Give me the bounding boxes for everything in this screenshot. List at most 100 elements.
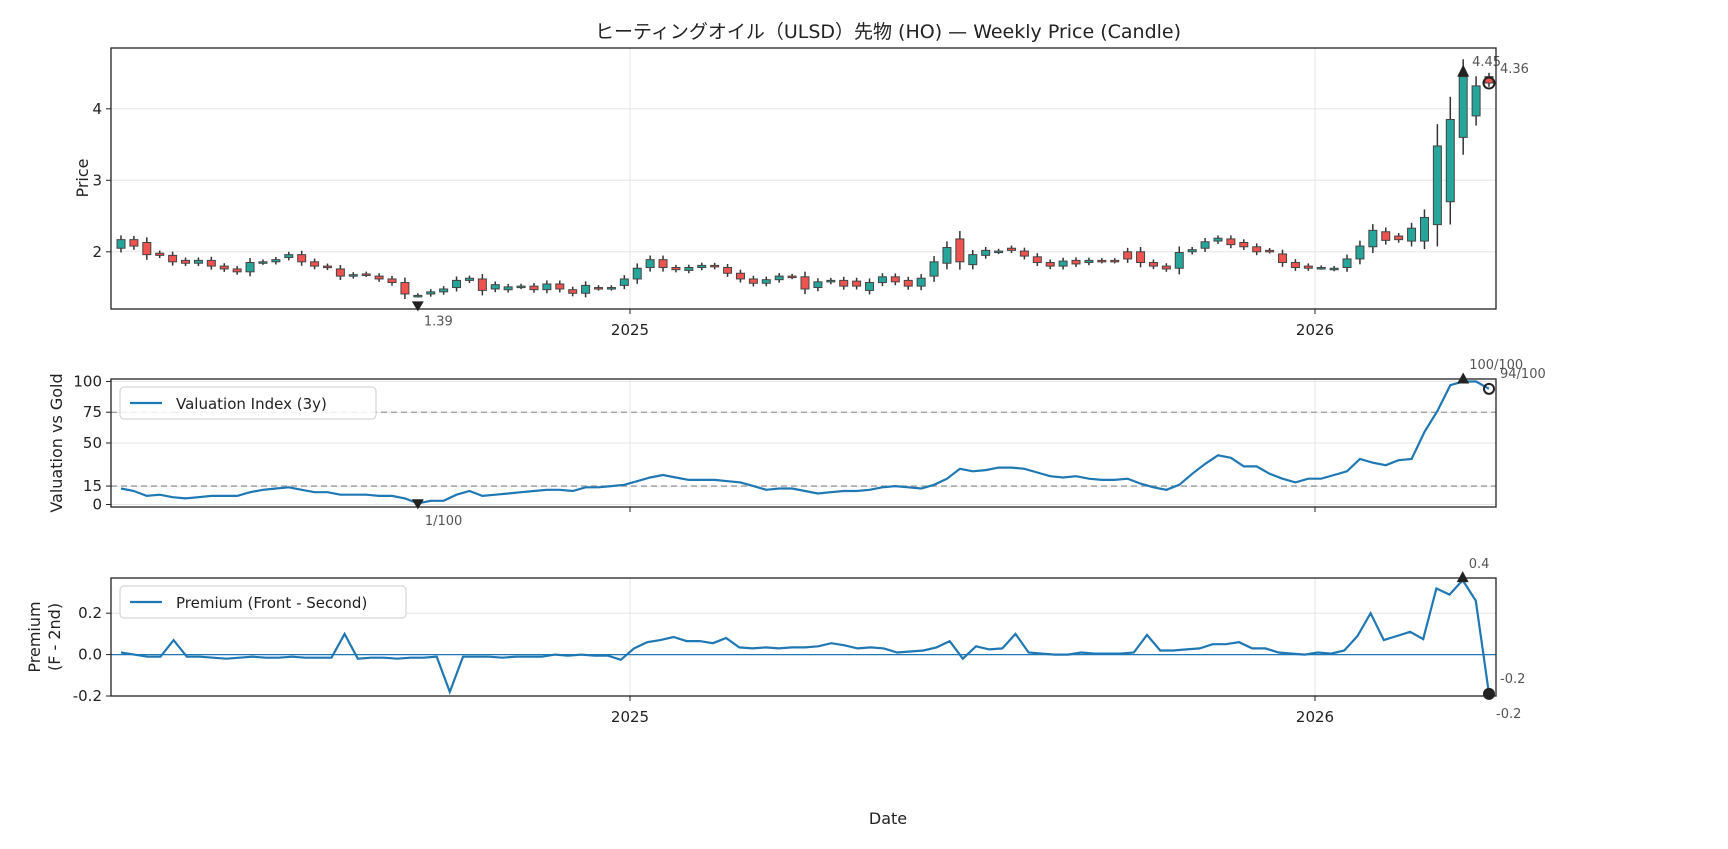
- candle-body: [568, 289, 578, 294]
- plot-frame: [110, 577, 1497, 697]
- candle-body: [206, 259, 216, 267]
- candle-body: [723, 267, 733, 274]
- y-tick-label: 2: [92, 243, 102, 261]
- candle-body: [542, 283, 552, 291]
- candle-body: [1110, 259, 1120, 263]
- candle-body: [232, 268, 242, 273]
- candle-body: [852, 280, 862, 287]
- candle-body: [310, 261, 320, 267]
- candle-body: [684, 267, 694, 271]
- candle-body: [1071, 259, 1081, 265]
- candle-body: [129, 239, 139, 247]
- max-label: 100/100: [1469, 358, 1523, 373]
- candle-body: [529, 285, 539, 291]
- candle-body: [942, 247, 952, 264]
- x-tick-label: 2026: [1296, 321, 1334, 339]
- legend: Premium (Front - Second): [119, 585, 407, 619]
- candle-body: [1045, 262, 1055, 267]
- candle-body: [322, 265, 332, 269]
- candle-body: [1303, 265, 1313, 269]
- last-label: -0.2: [1500, 672, 1525, 687]
- candle-body: [1226, 238, 1236, 246]
- y-tick-label: 100: [73, 372, 102, 390]
- candle-body: [671, 267, 681, 271]
- y-tick-label: 0: [92, 496, 102, 514]
- candle-body: [1368, 229, 1378, 248]
- candle-body: [1290, 262, 1300, 269]
- candle-body: [1006, 247, 1016, 251]
- candle-body: [813, 281, 823, 289]
- candle-body: [710, 264, 720, 268]
- candle-body: [1252, 246, 1262, 253]
- candle-body: [1445, 119, 1455, 203]
- candle-body: [1394, 235, 1404, 241]
- candle-body: [929, 261, 939, 277]
- candle-body: [800, 276, 810, 290]
- candle-body: [1407, 227, 1417, 242]
- candle-body: [1148, 262, 1158, 267]
- candle-body: [839, 279, 849, 287]
- max-marker-icon: [1457, 372, 1470, 384]
- candle-body: [658, 259, 668, 269]
- candle-body: [774, 275, 784, 281]
- plot-frame: [110, 378, 1497, 508]
- candle-body: [1058, 260, 1068, 267]
- candle-body: [271, 259, 281, 263]
- candle-body: [361, 273, 371, 276]
- min-label: 1.39: [424, 314, 453, 329]
- candle-body: [1265, 249, 1275, 253]
- candle-body: [735, 272, 745, 280]
- candle-body: [903, 279, 913, 287]
- y-tick-label: 15: [83, 477, 102, 495]
- candle-body: [1187, 249, 1197, 253]
- candle-body: [1329, 267, 1339, 271]
- candle-body: [400, 282, 410, 295]
- candle-body: [890, 276, 900, 283]
- series-line: [120, 578, 1491, 696]
- candle-body: [1239, 241, 1249, 248]
- candle-body: [1019, 250, 1029, 257]
- candle-body: [619, 278, 629, 286]
- legend-label: Valuation Index (3y): [176, 395, 327, 413]
- candle-body: [155, 252, 165, 256]
- max-label: 4.45: [1472, 55, 1501, 70]
- candle-body: [1471, 85, 1481, 117]
- candle-body: [1458, 76, 1468, 138]
- candle-body: [877, 276, 887, 284]
- candle-body: [968, 254, 978, 266]
- candle-body: [219, 265, 229, 270]
- y-tick-label: 0.2: [78, 604, 102, 622]
- candle-body: [981, 249, 991, 256]
- candle-body: [1419, 216, 1429, 242]
- price-ylabel: Price: [73, 158, 92, 197]
- premium-ylabel-line1: Premium: [25, 601, 44, 672]
- premium-ylabel-line2: (F - 2nd): [45, 603, 64, 671]
- price-panel: 2025 2026 2 3 4 1.39 4.454.36: [92, 47, 1529, 339]
- max-marker-icon: [1456, 571, 1469, 583]
- candle-body: [1278, 253, 1288, 264]
- legend-box: [119, 386, 377, 420]
- candle-body: [748, 278, 758, 284]
- candle-body: [1161, 265, 1171, 270]
- candle-body: [490, 284, 500, 290]
- candle-body: [787, 275, 797, 279]
- candle-body: [452, 279, 462, 289]
- max-marker-icon: [1457, 64, 1470, 77]
- candle-body: [116, 239, 126, 249]
- candle-body: [632, 267, 642, 280]
- candle-body: [1381, 231, 1391, 241]
- last-marker-icon: [1483, 687, 1495, 700]
- candle-body: [477, 278, 487, 291]
- candle-body: [606, 287, 616, 290]
- candle-body: [826, 279, 836, 283]
- y-tick-label: -0.2: [73, 687, 102, 705]
- candle-body: [413, 294, 423, 298]
- valuation-ylabel: Valuation vs Gold: [47, 373, 66, 512]
- candle-body: [374, 275, 384, 280]
- candle-body: [503, 286, 513, 291]
- y-tick-label: 3: [92, 171, 102, 189]
- plot-frame: [110, 47, 1497, 310]
- last-marker-icon: [1482, 76, 1496, 90]
- candle-body: [193, 259, 203, 264]
- candle-body: [1084, 259, 1094, 264]
